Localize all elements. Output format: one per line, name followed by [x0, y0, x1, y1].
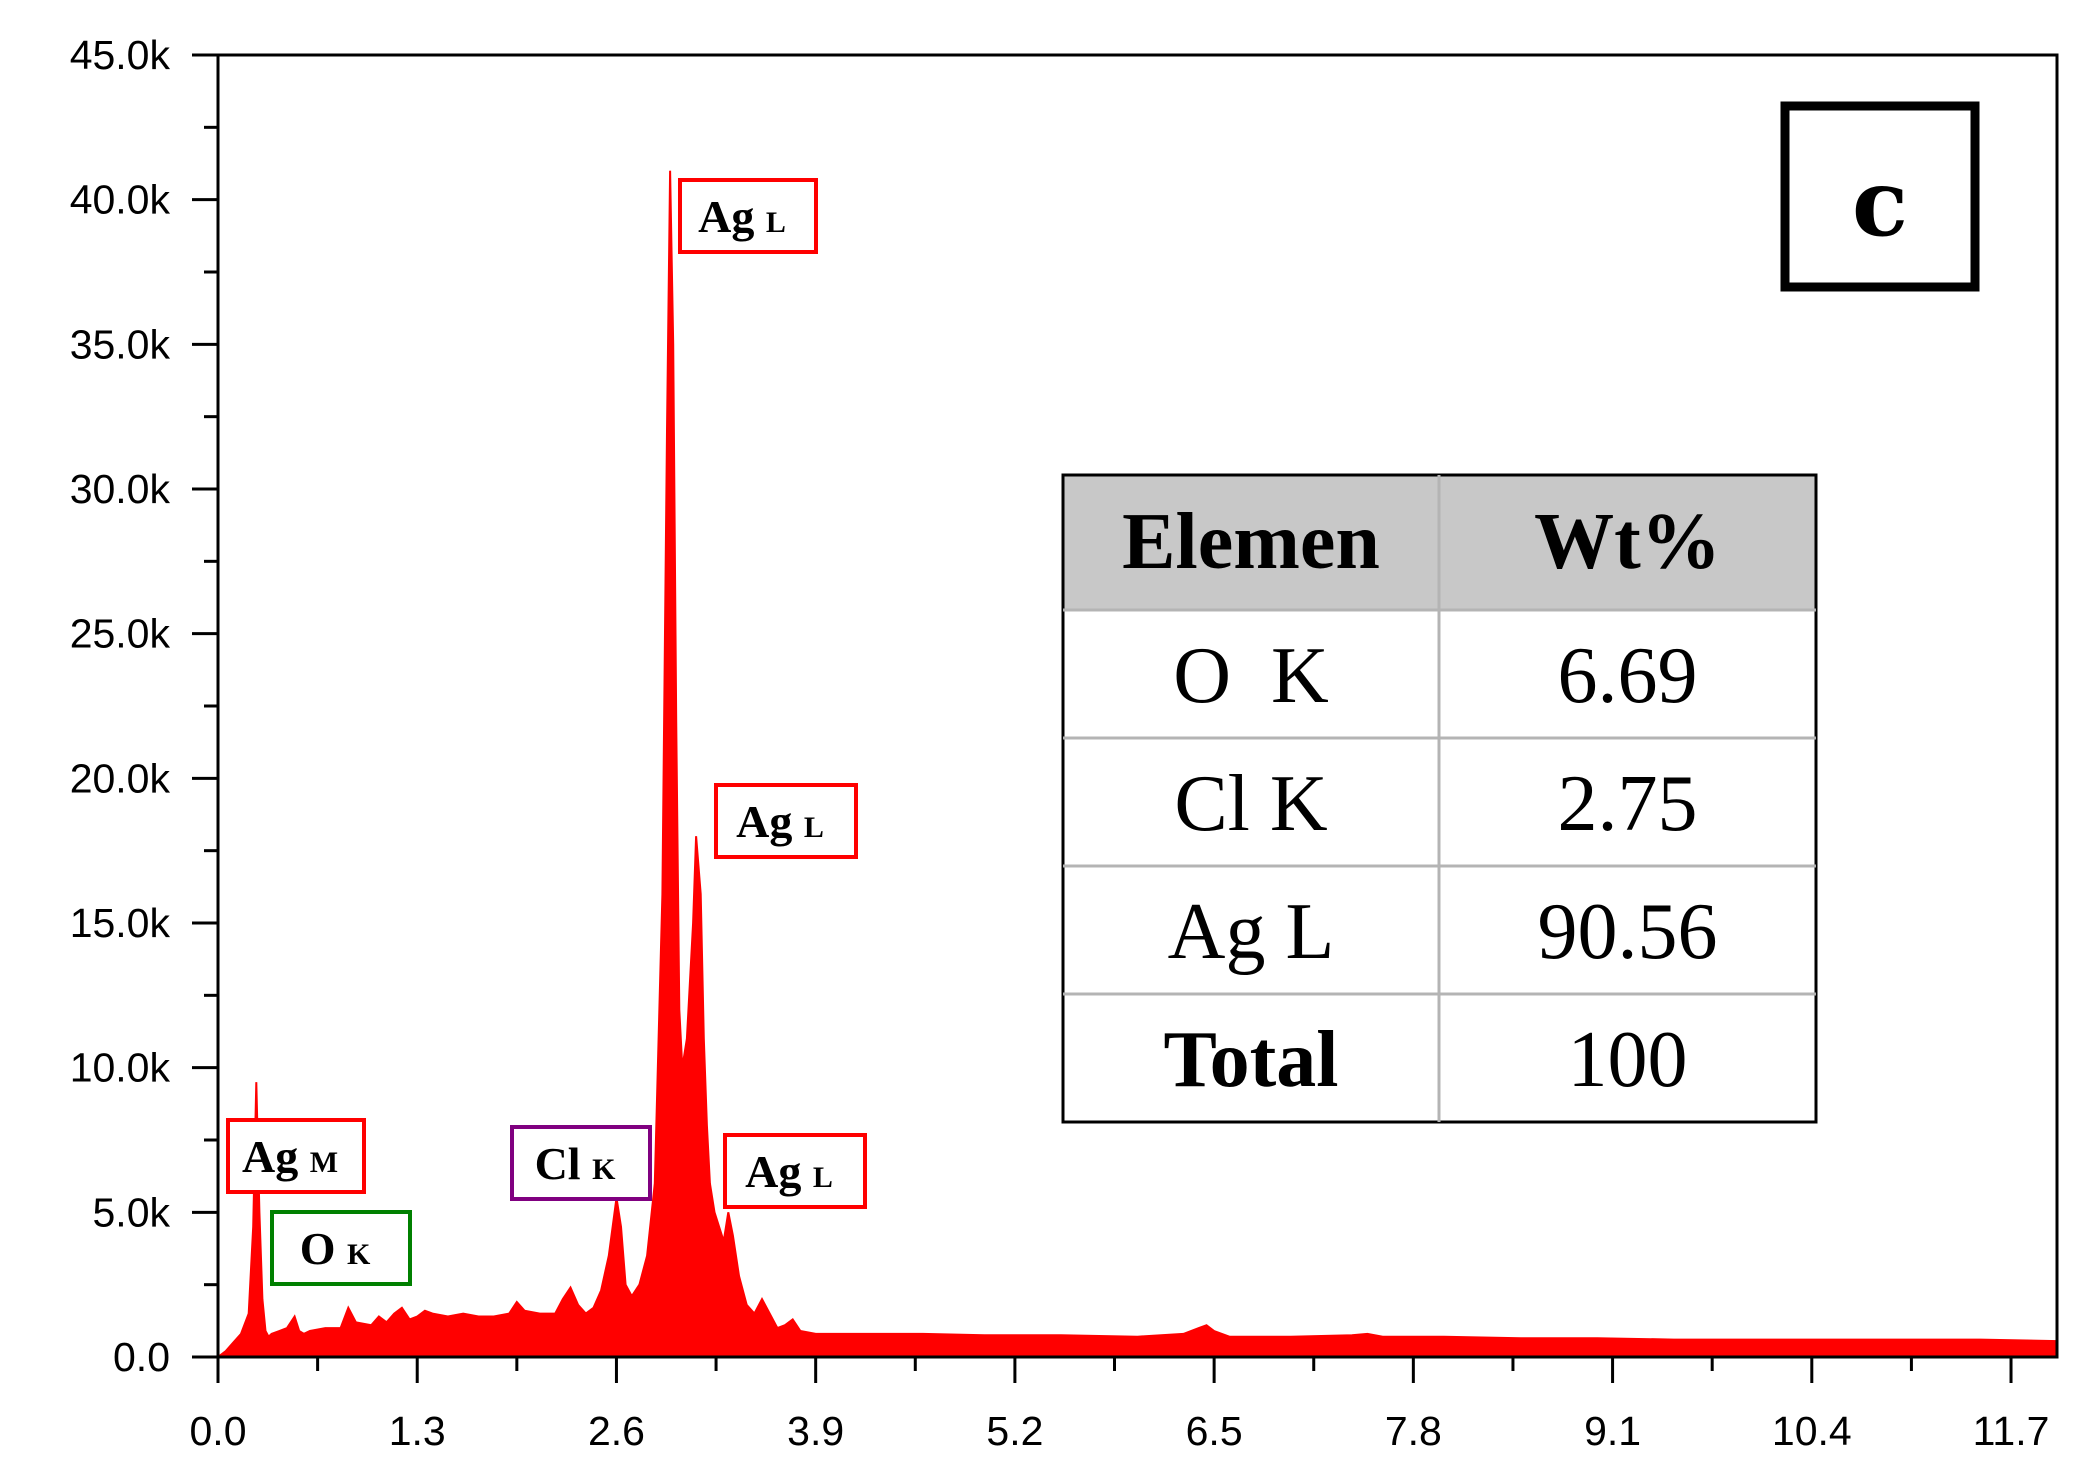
peak-annotations-group: Ag LAg LAg LAg MO KCl K: [226, 178, 867, 1286]
peak-label-box: [714, 783, 858, 859]
peak-label-box: [723, 1133, 867, 1209]
y-tick-label: 0.0: [113, 1334, 170, 1380]
table-cell-wt: 100: [1568, 1016, 1688, 1104]
peak-label-ag-l: Ag L: [678, 178, 818, 254]
peak-label-text: O K: [300, 1223, 371, 1274]
table-header-element: Elemen: [1122, 498, 1380, 586]
peak-label-ag-m: Ag M: [226, 1118, 366, 1194]
element-symbol: Ag: [698, 191, 766, 242]
x-tick-label: 11.7: [1973, 1408, 2050, 1454]
peak-label-text: Ag L: [745, 1146, 833, 1197]
panel-label-group: c: [1780, 101, 1980, 292]
axes-group: 0.0 5.0k 10.0k 15.0k 20.0k 25.0k 30.0k 35.0k 40.…: [70, 32, 2059, 1454]
line-symbol: L: [813, 1161, 833, 1194]
element-symbol: Ag: [242, 1131, 310, 1182]
y-tick-label: 25.0k: [70, 611, 171, 657]
panel-label-box: [1780, 101, 1980, 292]
table-cell-element: O K: [1173, 632, 1329, 720]
spectrum-area-0: [215, 170, 2058, 1358]
spectrum-series-group: [215, 170, 2058, 1358]
peak-label-box: [510, 1125, 652, 1201]
peak-label-text: Ag M: [242, 1131, 338, 1182]
element-symbol: O: [300, 1223, 347, 1274]
line-symbol: M: [310, 1146, 338, 1179]
table-cell-element: Cl K: [1174, 760, 1327, 848]
table-header-wt: Wt%: [1534, 498, 1721, 586]
line-symbol: K: [592, 1153, 616, 1186]
x-tick-label: 1.3: [389, 1408, 446, 1454]
peak-label-ag-l: Ag L: [723, 1133, 867, 1209]
y-tick-label: 40.0k: [70, 177, 171, 223]
y-tick-label: 5.0k: [93, 1189, 171, 1235]
peak-label-box: [226, 1118, 366, 1194]
y-tick-label: 15.0k: [70, 900, 171, 946]
y-tick-label: 35.0k: [70, 321, 171, 367]
x-tick-label: 2.6: [588, 1408, 645, 1454]
y-tick-label: 10.0k: [70, 1045, 171, 1091]
peak-label-ag-l: Ag L: [714, 783, 858, 859]
peak-label-box: [678, 178, 818, 254]
x-tick-label: 0.0: [190, 1408, 247, 1454]
x-tick-label: 9.1: [1584, 1408, 1641, 1454]
x-tick-label: 6.5: [1186, 1408, 1243, 1454]
table-cell-element: Ag L: [1168, 888, 1335, 976]
line-symbol: L: [804, 811, 824, 844]
y-tick-label: 30.0k: [70, 466, 171, 512]
peak-label-text: Ag L: [698, 191, 786, 242]
y-tick-label: 20.0k: [70, 755, 171, 801]
y-tick-label: 45.0k: [70, 32, 171, 78]
table-cell-element: Total: [1164, 1016, 1339, 1104]
x-tick-label: 3.9: [787, 1408, 844, 1454]
peak-label-text: Ag L: [736, 796, 824, 847]
peak-label-cl-k: Cl K: [510, 1125, 652, 1201]
composition-table-group: Elemen Wt% O K 6.69 Cl K 2.75 Ag L 90.56 Total 10…: [1061, 473, 1818, 1124]
x-tick-label: 5.2: [986, 1408, 1043, 1454]
peak-label-box: [270, 1210, 412, 1286]
peak-label-o-k: O K: [270, 1210, 412, 1286]
table-cell-wt: 2.75: [1558, 760, 1698, 848]
line-symbol: K: [347, 1238, 371, 1271]
x-tick-label: 7.8: [1385, 1408, 1442, 1454]
line-symbol: L: [766, 206, 786, 239]
table-cell-wt: 90.56: [1538, 888, 1718, 976]
panel-label-text: c: [1852, 149, 1908, 257]
element-symbol: Ag: [736, 796, 804, 847]
element-symbol: Cl: [535, 1138, 593, 1189]
element-symbol: Ag: [745, 1146, 813, 1197]
x-tick-label: 10.4: [1772, 1408, 1852, 1454]
peak-label-text: Cl K: [535, 1138, 617, 1189]
table-cell-wt: 6.69: [1558, 632, 1698, 720]
